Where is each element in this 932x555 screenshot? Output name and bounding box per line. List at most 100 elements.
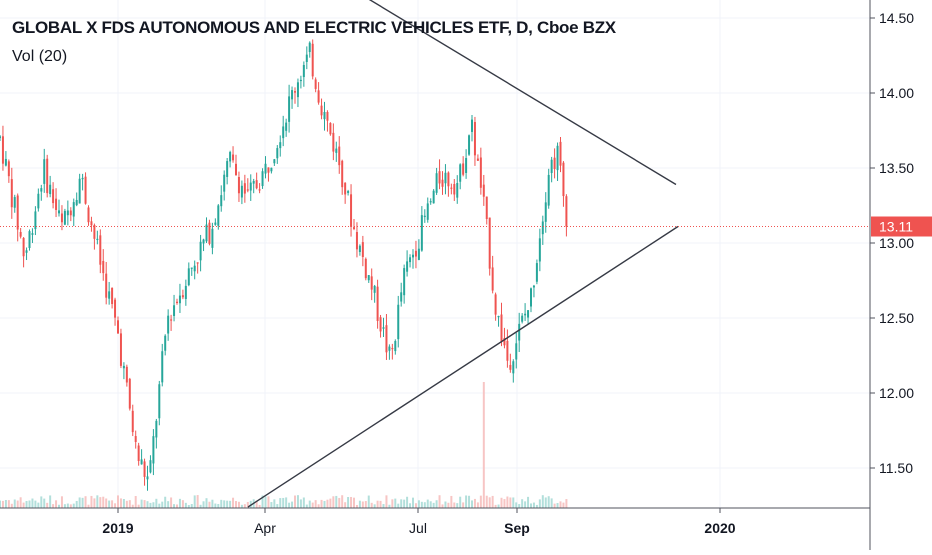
candle-up bbox=[409, 257, 412, 263]
volume-bar bbox=[397, 503, 400, 508]
volume-bar bbox=[285, 497, 288, 508]
trendlines[interactable] bbox=[247, 0, 679, 508]
candle-up bbox=[252, 180, 255, 184]
candle-up bbox=[178, 295, 181, 304]
candle-down bbox=[314, 79, 317, 89]
candle-up bbox=[515, 343, 518, 360]
candle-down bbox=[237, 177, 240, 194]
volume-bar bbox=[547, 496, 550, 508]
volume-bar bbox=[49, 495, 52, 508]
volume-bar bbox=[503, 499, 506, 508]
volume-bar bbox=[347, 497, 350, 508]
volume-bar bbox=[276, 504, 279, 508]
volume-bar bbox=[184, 502, 187, 508]
candle-up bbox=[75, 199, 78, 206]
volume-bar bbox=[31, 498, 34, 508]
volume-bar bbox=[152, 502, 155, 508]
candle-up bbox=[264, 163, 267, 174]
candle-down bbox=[294, 91, 296, 93]
volume-bar bbox=[43, 498, 46, 508]
volume-bar bbox=[479, 495, 482, 508]
volume-bar bbox=[181, 500, 184, 508]
candle-down bbox=[16, 195, 19, 230]
volume-bar bbox=[308, 500, 311, 508]
trendline-lower[interactable] bbox=[247, 225, 679, 508]
volume-bar bbox=[58, 504, 60, 508]
candle-up bbox=[512, 361, 515, 374]
candle-up bbox=[164, 335, 167, 351]
volume-bar bbox=[335, 495, 338, 508]
volume-bar bbox=[25, 500, 28, 508]
candle-up bbox=[140, 459, 143, 465]
volume-bar bbox=[441, 504, 444, 508]
volume-bar bbox=[190, 504, 193, 508]
volume-bar bbox=[515, 502, 518, 508]
candle-down bbox=[19, 231, 22, 237]
volume-bar bbox=[353, 497, 355, 508]
candle-down bbox=[329, 122, 332, 135]
candle-up bbox=[193, 265, 196, 272]
candle-up bbox=[532, 285, 535, 288]
volume-bar bbox=[13, 499, 16, 508]
candle-down bbox=[7, 161, 10, 177]
volume-bar bbox=[199, 504, 202, 508]
volume-bar bbox=[217, 503, 220, 508]
volume-bar bbox=[96, 495, 99, 508]
volume-bar bbox=[282, 497, 285, 508]
candle-up bbox=[4, 158, 7, 166]
candle-down bbox=[355, 232, 358, 250]
volume-indicator-label[interactable]: Vol (20) bbox=[12, 48, 68, 65]
candle-up bbox=[273, 159, 276, 164]
candle-up bbox=[217, 205, 220, 226]
candle-up bbox=[155, 420, 158, 438]
candle-up bbox=[261, 171, 264, 187]
time-tick-label: Apr bbox=[254, 520, 276, 536]
volume-bar bbox=[379, 500, 382, 508]
candle-down bbox=[553, 157, 556, 170]
volume-bar bbox=[447, 502, 450, 508]
candle-down bbox=[255, 180, 258, 189]
volume-bar bbox=[196, 495, 199, 508]
volume-bar bbox=[232, 497, 235, 508]
candles bbox=[0, 39, 568, 491]
volume-bar bbox=[226, 500, 229, 508]
volume-bar bbox=[512, 497, 515, 508]
candle-up bbox=[518, 323, 521, 341]
candle-up bbox=[108, 291, 111, 299]
candle-up bbox=[146, 476, 149, 480]
volume-bar bbox=[338, 497, 341, 508]
candle-down bbox=[379, 317, 382, 332]
candle-down bbox=[131, 410, 134, 433]
candle-down bbox=[500, 314, 503, 342]
volume-bar bbox=[323, 500, 326, 508]
trendline-upper[interactable] bbox=[338, 0, 677, 186]
candle-up bbox=[152, 436, 155, 464]
price-tick-label: 13.50 bbox=[879, 160, 914, 176]
volume-bar bbox=[524, 501, 527, 508]
candle-down bbox=[462, 163, 465, 175]
volume-bar bbox=[63, 504, 66, 508]
candle-up bbox=[497, 315, 500, 318]
volume-bar bbox=[459, 496, 462, 508]
candle-up bbox=[158, 384, 161, 419]
volume-bar bbox=[267, 496, 270, 508]
candle-up bbox=[187, 268, 190, 286]
volume-bar bbox=[388, 504, 391, 508]
volume-bar bbox=[530, 503, 532, 508]
volume-bar bbox=[485, 495, 488, 508]
candle-up bbox=[397, 304, 400, 340]
volume-bar bbox=[137, 504, 140, 508]
volume-bar bbox=[87, 504, 90, 508]
volume-bar bbox=[122, 499, 125, 508]
candle-up bbox=[367, 275, 370, 281]
volume-bar bbox=[117, 495, 119, 508]
candle-up bbox=[122, 365, 125, 369]
candle-up bbox=[167, 315, 170, 334]
volume-bar bbox=[173, 504, 176, 508]
candle-down bbox=[1, 136, 4, 164]
volume-bar bbox=[521, 499, 524, 508]
candle-down bbox=[320, 105, 323, 116]
candle-up bbox=[279, 142, 282, 149]
